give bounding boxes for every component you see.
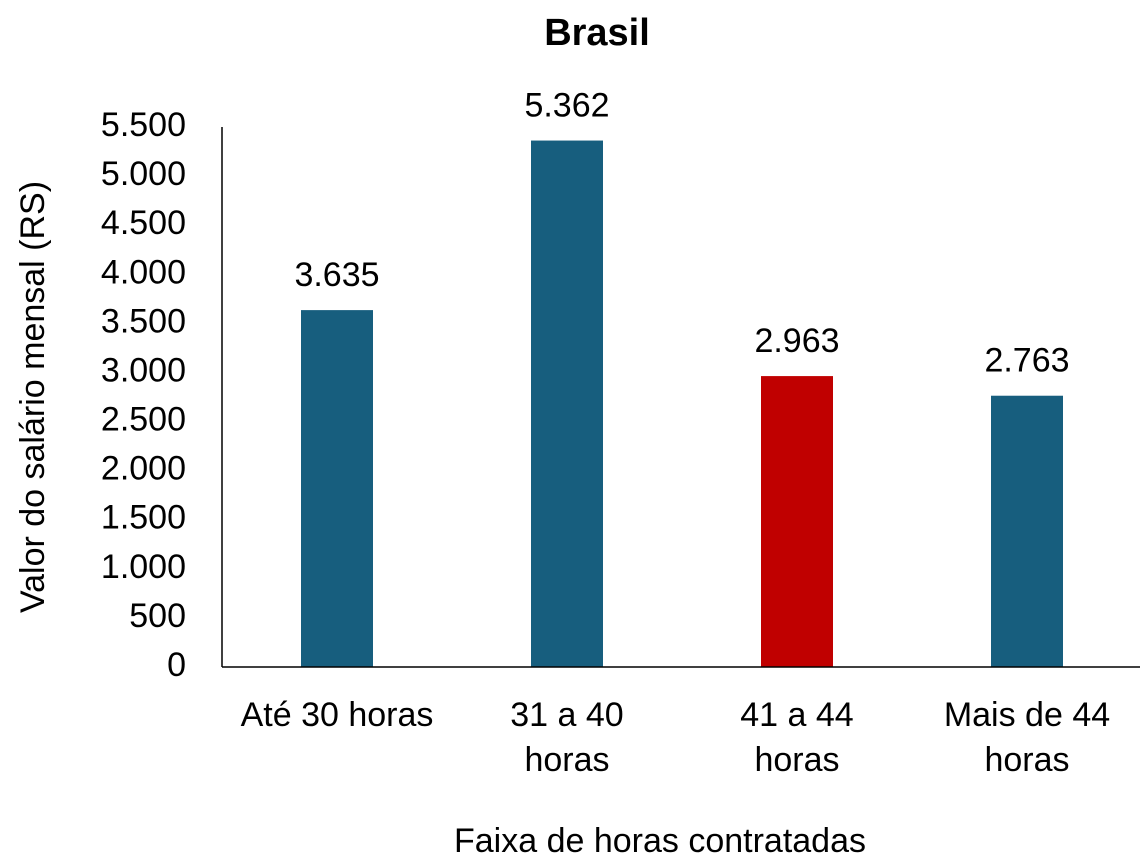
y-axis-label: Valor do salário mensal (RS) bbox=[14, 181, 52, 613]
bar bbox=[531, 140, 603, 668]
x-tick-label: Mais de 44 bbox=[944, 696, 1110, 734]
y-tick-label: 3.500 bbox=[101, 302, 186, 340]
x-tick-label: horas bbox=[524, 741, 609, 779]
y-tick-label: 1.500 bbox=[101, 499, 186, 537]
y-tick-label: 4.000 bbox=[101, 253, 186, 291]
x-axis-label: Faixa de horas contratadas bbox=[454, 822, 866, 859]
x-tick-label: horas bbox=[984, 741, 1069, 779]
value-label: 2.763 bbox=[984, 342, 1069, 380]
bar bbox=[301, 310, 373, 667]
x-tick-label: 41 a 44 bbox=[740, 696, 853, 734]
x-tick-label: horas bbox=[754, 741, 839, 779]
bar bbox=[991, 395, 1063, 667]
value-label: 3.635 bbox=[294, 256, 379, 294]
y-tick-label: 2.000 bbox=[101, 450, 186, 488]
y-tick-label: 5.500 bbox=[101, 106, 186, 144]
y-tick-label: 1.000 bbox=[101, 548, 186, 586]
y-tick-label: 2.500 bbox=[101, 401, 186, 439]
y-tick-label: 500 bbox=[129, 597, 186, 635]
value-label: 2.963 bbox=[754, 322, 839, 360]
x-tick-label: 31 a 40 bbox=[510, 696, 623, 734]
chart-title: Brasil bbox=[544, 12, 650, 54]
value-label: 5.362 bbox=[524, 87, 609, 125]
x-tick-label: Até 30 horas bbox=[241, 696, 434, 734]
y-tick-label: 5.000 bbox=[101, 155, 186, 193]
y-tick-label: 0 bbox=[167, 646, 186, 684]
y-tick-label: 3.000 bbox=[101, 351, 186, 389]
bar bbox=[761, 376, 833, 667]
y-tick-label: 4.500 bbox=[101, 204, 186, 242]
